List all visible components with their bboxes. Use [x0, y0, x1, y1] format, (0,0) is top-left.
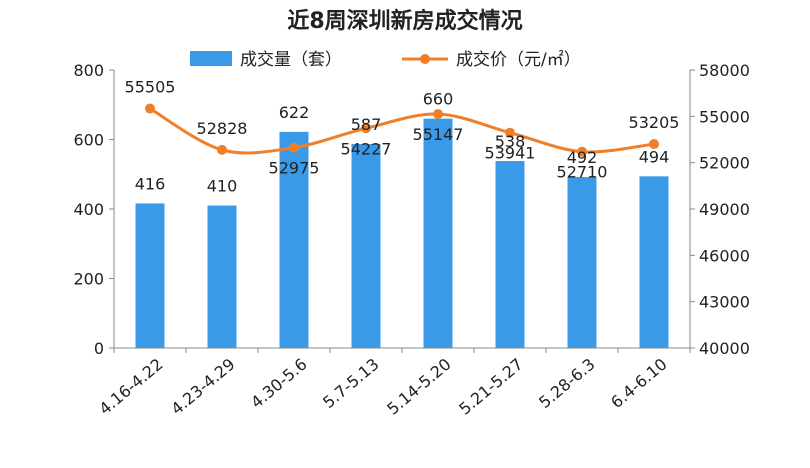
legend-label-volume: 成交量（套） [240, 50, 342, 70]
volume-data-label: 538 [495, 132, 526, 151]
left-tick-label: 0 [94, 339, 104, 358]
volume-data-label: 492 [567, 148, 598, 167]
left-tick-label: 400 [73, 200, 104, 219]
x-tick-label: 5.21-5.27 [455, 355, 526, 419]
right-tick-label: 52000 [699, 154, 750, 173]
left-tick-label: 200 [73, 270, 104, 289]
legend: 成交量（套） 成交价（元/㎡） [190, 50, 581, 70]
price-point [361, 123, 371, 134]
volume-bar [351, 144, 381, 348]
x-tick-label: 5.14-5.20 [383, 355, 454, 419]
right-axis-ticks: 40000 43000 46000 49000 52000 55000 58000 [690, 61, 750, 358]
price-data-label: 54227 [341, 139, 392, 158]
volume-bars [135, 118, 669, 349]
price-data-label: 52828 [197, 119, 248, 138]
volume-data-label: 494 [639, 147, 670, 166]
price-data-label: 53205 [629, 113, 680, 132]
legend-label-price: 成交价（元/㎡） [456, 50, 581, 70]
price-point [433, 109, 443, 120]
volume-bar [207, 205, 237, 348]
price-point [217, 144, 227, 155]
price-point [505, 127, 515, 138]
x-tick-label: 5.28-6.3 [535, 355, 598, 413]
volume-bar [423, 118, 453, 349]
right-tick-label: 55000 [699, 107, 750, 126]
left-tick-label: 800 [73, 61, 104, 80]
volume-bar [495, 161, 525, 348]
price-data-label: 52975 [269, 159, 320, 178]
price-data-label: 52710 [557, 163, 608, 182]
legend-swatch-volume [190, 51, 232, 66]
volume-data-label: 416 [135, 174, 166, 193]
price-point [289, 142, 299, 153]
right-tick-label: 49000 [699, 200, 750, 219]
price-point [649, 139, 659, 150]
price-point [577, 146, 587, 157]
volume-bar [567, 177, 597, 348]
x-tick-label: 4.23-4.29 [167, 355, 238, 419]
volume-bar [135, 203, 165, 348]
right-tick-label: 58000 [699, 61, 750, 80]
volume-data-label: 410 [207, 177, 238, 196]
data-labels: 416 410 622 587 660 538 492 494 55505 52828 52975 5… [125, 78, 680, 196]
right-tick-label: 46000 [699, 246, 750, 265]
volume-data-label: 622 [279, 103, 310, 122]
volume-bar [279, 131, 309, 348]
x-tick-label: 5.7-5.13 [319, 355, 382, 413]
legend-marker-price [420, 54, 430, 64]
price-point [145, 103, 155, 114]
right-tick-label: 40000 [699, 339, 750, 358]
x-tick-label: 4.16-4.22 [95, 355, 166, 419]
price-data-label: 55147 [413, 125, 464, 144]
left-axis-ticks: 0 200 400 600 800 [73, 61, 114, 358]
volume-data-label: 587 [351, 115, 382, 134]
volume-data-label: 660 [423, 90, 454, 109]
x-axis-ticks: 4.16-4.22 4.23-4.29 4.30-5.6 5.7-5.13 5.14-5… [95, 348, 691, 419]
x-tick-label: 4.30-5.6 [247, 355, 310, 413]
x-tick-label: 6.4-6.10 [607, 355, 670, 413]
left-tick-label: 600 [73, 131, 104, 150]
chart-title: 近8周深圳新房成交情况 [287, 8, 522, 34]
price-line [145, 103, 659, 157]
price-data-label: 55505 [125, 78, 176, 97]
price-data-label: 53941 [485, 144, 536, 163]
volume-bar [639, 176, 669, 348]
right-tick-label: 43000 [699, 293, 750, 312]
